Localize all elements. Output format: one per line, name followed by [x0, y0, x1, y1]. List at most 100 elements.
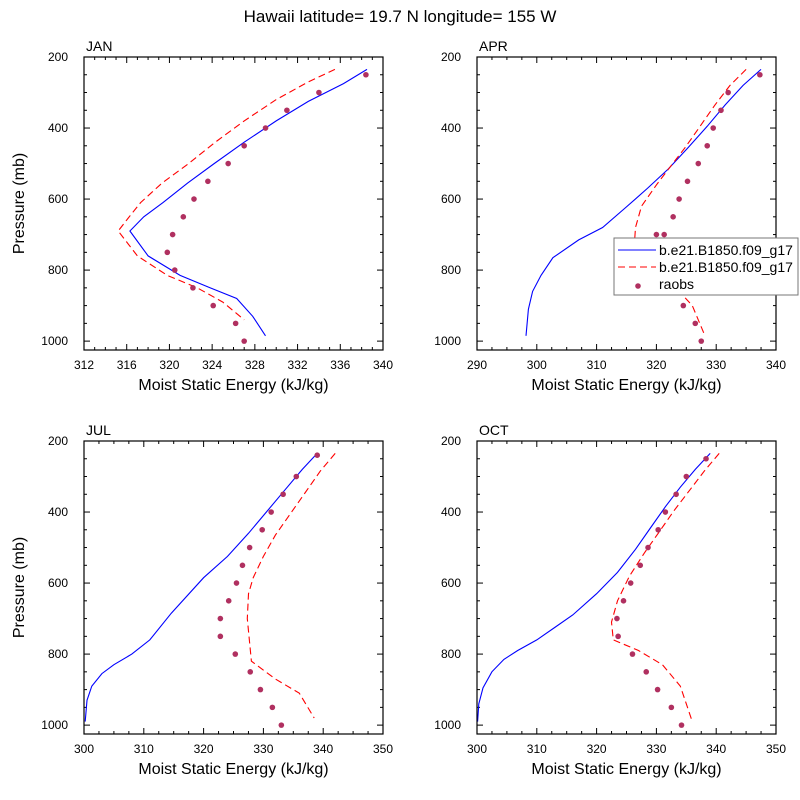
- x-tick-label: 320: [587, 742, 607, 756]
- raobs-point: [171, 267, 178, 273]
- x-axis-label: Moist Static Energy (kJ/kg): [531, 761, 721, 778]
- raobs-point: [257, 686, 264, 693]
- legend: b.e21.B1850.f09_g17b.e21.B1850.f09_g17ra…: [613, 237, 799, 296]
- plot-frame: [476, 440, 777, 735]
- plot-frame: [83, 440, 384, 735]
- panel-jul: JUL 300 310 320 330 340 350 200 400 600 800 1000 Moi…: [11, 422, 393, 778]
- raobs-point: [655, 526, 661, 533]
- raobs-point: [205, 178, 211, 185]
- x-tick-label: 340: [313, 742, 333, 756]
- panel-label: JAN: [86, 38, 112, 54]
- raobs-point: [169, 231, 176, 238]
- raobs-point: [692, 320, 699, 327]
- y-tick-label: 200: [441, 50, 461, 64]
- raobs-point: [704, 142, 711, 149]
- series-line-solid: [84, 453, 318, 722]
- series-line-solid: [477, 453, 711, 722]
- raobs-point: [217, 615, 224, 622]
- x-tick-label: 310: [587, 358, 607, 372]
- raobs-point: [191, 196, 197, 202]
- legend-label: raobs: [659, 276, 694, 292]
- raobs-point: [620, 598, 627, 604]
- raobs-point: [217, 633, 224, 640]
- series-line-dashed: [246, 453, 336, 719]
- x-tick-label: 332: [288, 358, 308, 372]
- panel-label: APR: [479, 38, 508, 54]
- raobs-point: [180, 214, 187, 220]
- x-tick-label: 310: [134, 742, 154, 756]
- x-tick-label: 312: [74, 358, 94, 372]
- raobs-point: [232, 651, 239, 657]
- y-tick-label: 800: [48, 263, 68, 277]
- y-tick-label: 800: [48, 647, 68, 661]
- x-tick-label: 300: [74, 742, 94, 756]
- raobs-point: [615, 633, 621, 640]
- x-axis-label: Moist Static Energy (kJ/kg): [138, 377, 328, 394]
- raobs-point: [363, 71, 369, 78]
- raobs-point: [662, 509, 669, 515]
- y-tick-label: 1000: [41, 718, 68, 732]
- raobs-point: [654, 686, 661, 693]
- y-tick-label: 200: [48, 434, 68, 448]
- raobs-point: [637, 562, 644, 569]
- y-tick-label: 400: [441, 121, 461, 135]
- raobs-point: [164, 249, 171, 256]
- raobs-point: [670, 214, 676, 220]
- x-tick-label: 340: [706, 742, 726, 756]
- series-line-dashed: [610, 453, 720, 722]
- raobs-point: [643, 669, 650, 675]
- x-tick-label: 336: [330, 358, 350, 372]
- raobs-point: [718, 107, 724, 114]
- raobs-point: [703, 455, 709, 462]
- y-tick-label: 200: [441, 434, 461, 448]
- x-tick-label: 340: [766, 358, 786, 372]
- raobs-point: [241, 142, 247, 149]
- raobs-point: [757, 71, 763, 78]
- raobs-point: [680, 302, 687, 309]
- legend-label: b.e21.B1850.f09_g17: [659, 259, 793, 275]
- x-tick-label: 330: [706, 358, 726, 372]
- x-tick-label: 330: [646, 742, 666, 756]
- y-tick-label: 1000: [434, 718, 461, 732]
- raobs-point: [676, 196, 682, 202]
- raobs-point: [668, 704, 675, 711]
- raobs-point: [653, 231, 660, 238]
- figure-title: Hawaii latitude= 19.7 N longitude= 155 W: [244, 7, 557, 26]
- raobs-point: [225, 160, 231, 167]
- raobs-point: [225, 598, 232, 604]
- y-axis-label: Pressure (mb): [11, 537, 28, 638]
- x-tick-label: 310: [527, 742, 547, 756]
- raobs-point: [710, 125, 717, 131]
- x-tick-label: 290: [467, 358, 487, 372]
- raobs-point: [239, 562, 246, 569]
- series-line-dashed: [117, 68, 336, 321]
- panel-apr: APR 290 300 310 320 330 340 200 400 600 800 1000 Moi…: [434, 38, 799, 394]
- plot-frame: [476, 56, 777, 351]
- x-tick-label: 340: [373, 358, 393, 372]
- raobs-point: [684, 178, 691, 185]
- raobs-point: [246, 544, 253, 551]
- raobs-point: [269, 704, 276, 711]
- raobs-point: [210, 302, 217, 309]
- raobs-point: [678, 722, 685, 728]
- legend-label: b.e21.B1850.f09_g17: [659, 242, 793, 258]
- panel-label: JUL: [86, 422, 111, 438]
- y-tick-label: 600: [441, 192, 461, 206]
- y-axis-label: Pressure (mb): [11, 153, 28, 254]
- raobs-point: [725, 89, 731, 96]
- raobs-point: [293, 473, 300, 480]
- plot-area: [117, 68, 369, 344]
- x-axis-label: Moist Static Energy (kJ/kg): [138, 761, 328, 778]
- raobs-point: [673, 491, 679, 498]
- raobs-point: [190, 285, 196, 291]
- panels: JAN 312 316 320 324 328 332 336 340 200 400 600 800 1…: [11, 38, 799, 778]
- panel-oct: OCT 300 310 320 330 340 350 200 400 600 800 1000 Moi…: [434, 422, 786, 778]
- raobs-point: [259, 526, 266, 533]
- x-tick-label: 320: [194, 742, 214, 756]
- raobs-point: [284, 107, 290, 114]
- y-tick-label: 600: [441, 576, 461, 590]
- raobs-point: [280, 491, 286, 498]
- y-tick-label: 800: [441, 647, 461, 661]
- x-tick-label: 324: [202, 358, 222, 372]
- x-tick-label: 328: [245, 358, 265, 372]
